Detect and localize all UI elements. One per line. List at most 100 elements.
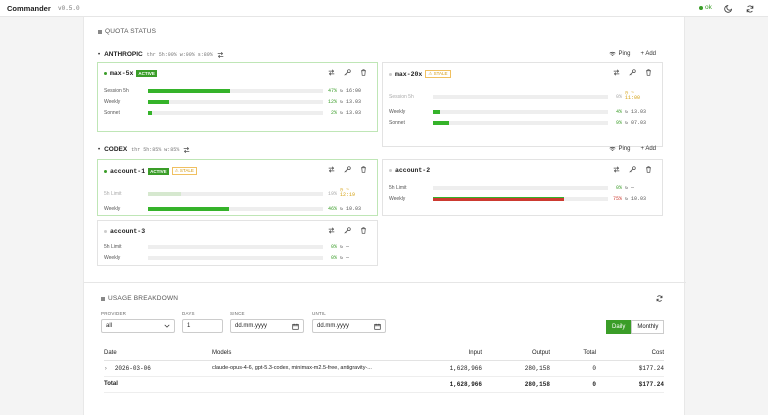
since-label: SINCE xyxy=(230,311,245,316)
status-dot-icon xyxy=(104,230,107,233)
moon-icon xyxy=(723,4,732,13)
status-indicator: ok xyxy=(699,4,712,11)
ping-button[interactable]: Ping xyxy=(609,146,630,152)
progress-track xyxy=(433,95,608,99)
days-input[interactable]: 1 xyxy=(182,319,223,333)
account-card-account-2: account-2 5h Limit 0% ↻ — Weekly 75% ↻ 1… xyxy=(382,159,663,216)
calendar-icon[interactable] xyxy=(292,323,299,330)
quota-row: Session 5h 0% ◷ ~ 11:00 xyxy=(389,90,641,101)
stale-badge: ⚠ STALE xyxy=(171,167,197,175)
progress-track xyxy=(148,89,323,93)
quota-row: 5h Limit 19% ◷ ~ 12:19 xyxy=(104,187,356,198)
active-badge: ACTIVE xyxy=(148,167,169,175)
provider-anthropic-header: • ANTHROPIC thr 5h:90% w:90% s:80% xyxy=(98,51,224,58)
progress-fill xyxy=(433,110,440,114)
period-toggle: Daily Monthly xyxy=(606,320,665,334)
theme-toggle-button[interactable] xyxy=(722,3,733,14)
provider-select[interactable]: all xyxy=(101,319,175,333)
provider-codex-header: • CODEX thr 5h:85% w:85% xyxy=(98,146,190,153)
calendar-icon[interactable] xyxy=(374,323,381,330)
table-header-row: Date Models Input Output Total Cost xyxy=(104,346,664,361)
swap-icon[interactable] xyxy=(217,51,224,58)
daily-toggle-button[interactable]: Daily xyxy=(606,320,632,334)
key-icon[interactable] xyxy=(629,166,636,173)
quota-row: Sonnet 9% ↻ 07.03 xyxy=(389,120,647,126)
account-card-max-5x: max-5x ACTIVE Session 5h 47% ↻ 16:00 Wee… xyxy=(97,62,378,132)
progress-fill xyxy=(148,100,169,104)
progress-fill xyxy=(148,89,231,93)
trash-icon[interactable] xyxy=(645,166,652,173)
progress-track xyxy=(433,197,608,201)
until-date-input[interactable]: dd.mm.yyyy xyxy=(312,319,386,333)
account-name: max-5x xyxy=(110,70,134,77)
provider-codex-actions: Ping + Add xyxy=(609,146,656,152)
quota-row: Weekly 0% ↻ — xyxy=(104,255,350,261)
swap-icon[interactable] xyxy=(613,166,620,173)
monthly-toggle-button[interactable]: Monthly xyxy=(631,320,665,334)
status-dot-icon xyxy=(389,72,392,76)
ping-button[interactable]: Ping xyxy=(609,51,630,57)
col-cost: Cost xyxy=(596,346,664,361)
trash-icon[interactable] xyxy=(360,166,367,173)
progress-track xyxy=(433,186,608,190)
progress-track xyxy=(148,192,323,196)
account-name: account-1 xyxy=(110,167,146,175)
swap-icon[interactable] xyxy=(328,227,335,234)
since-date-input[interactable]: dd.mm.yyyy xyxy=(230,319,304,333)
swap-icon[interactable] xyxy=(183,146,190,153)
quota-row: Session 5h 47% ↻ 16:00 xyxy=(104,88,362,94)
section-square-icon xyxy=(101,296,105,301)
quota-row: 5h Limit 0% ↻ — xyxy=(389,185,635,191)
account-card-account-3: account-3 5h Limit 0% ↻ — Weekly 0% ↻ — xyxy=(97,220,378,266)
provider-thresholds: thr 5h:85% w:85% xyxy=(131,146,180,153)
chevron-down-icon xyxy=(164,324,170,328)
refresh-button[interactable] xyxy=(744,3,755,14)
swap-icon[interactable] xyxy=(613,69,620,76)
progress-fill xyxy=(433,121,449,125)
main-panel: QUOTA STATUS • ANTHROPIC thr 5h:90% w:90… xyxy=(83,17,686,415)
active-badge: ACTIVE xyxy=(136,70,157,77)
key-icon[interactable] xyxy=(629,69,636,76)
quota-row: 5h Limit 0% ↻ — xyxy=(104,244,350,250)
usage-section-title: USAGE BREAKDOWN xyxy=(101,295,178,302)
col-total: Total xyxy=(550,346,596,361)
key-icon[interactable] xyxy=(344,69,351,76)
quota-row: Sonnet 2% ↻ 13.03 xyxy=(104,110,362,116)
refresh-icon[interactable] xyxy=(656,295,663,302)
key-icon[interactable] xyxy=(344,166,351,173)
until-label: UNTIL xyxy=(312,311,327,316)
trash-icon[interactable] xyxy=(360,227,367,234)
progress-track xyxy=(148,245,323,249)
account-card-max-20x: max-20x ⚠ STALE Session 5h 0% ◷ ~ 11:00 … xyxy=(382,62,663,147)
app-title: Commander xyxy=(7,4,51,13)
swap-icon[interactable] xyxy=(328,166,335,173)
progress-fill xyxy=(148,111,152,115)
status-dot-icon xyxy=(104,72,107,75)
days-label: DAYS xyxy=(182,311,195,316)
wifi-icon xyxy=(609,51,617,56)
quota-row: Weekly 4% ↻ 13.03 xyxy=(389,109,647,115)
progress-fill xyxy=(148,207,229,211)
table-total-row: Total 1,628,966 280,158 0 $177.24 xyxy=(104,376,664,393)
quota-row: Weekly 46% ↻ 10.03 xyxy=(104,206,362,212)
expand-chevron-icon[interactable]: › xyxy=(104,364,115,372)
provider-name: CODEX xyxy=(104,146,128,153)
wifi-icon xyxy=(609,146,617,151)
trash-icon[interactable] xyxy=(645,69,652,76)
progress-track xyxy=(148,111,323,115)
progress-track xyxy=(148,207,323,211)
refresh-icon xyxy=(746,4,753,13)
table-row[interactable]: › 2026-03-06 claude-opus-4-6, gpt-5.3-co… xyxy=(104,360,664,377)
trash-icon[interactable] xyxy=(360,69,367,76)
stale-badge: ⚠ STALE xyxy=(425,70,451,78)
progress-track xyxy=(148,256,323,260)
add-account-button[interactable]: + Add xyxy=(640,51,656,57)
status-dot-icon xyxy=(389,169,392,172)
account-name: account-3 xyxy=(110,228,146,235)
swap-icon[interactable] xyxy=(328,69,335,76)
provider-anthropic-actions: Ping + Add xyxy=(609,51,656,57)
progress-fill xyxy=(433,197,565,201)
key-icon[interactable] xyxy=(344,227,351,234)
add-account-button[interactable]: + Add xyxy=(640,146,656,152)
top-bar: Commander v0.5.0 ok xyxy=(0,0,768,17)
